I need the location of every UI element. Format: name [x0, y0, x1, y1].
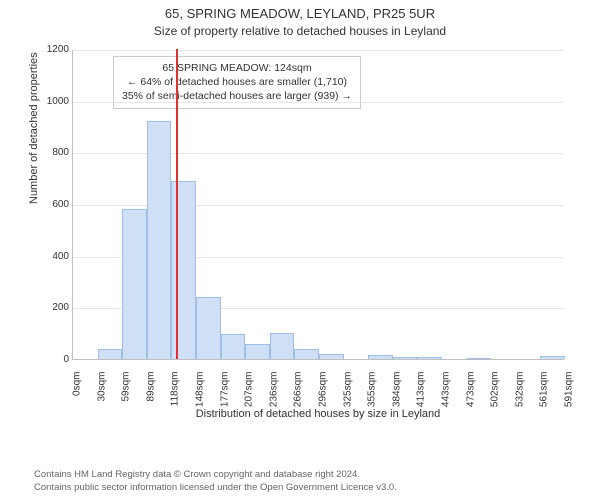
reference-line [176, 49, 178, 359]
histogram-bar [122, 209, 147, 359]
annotation-line1: 65 SPRING MEADOW: 124sqm [122, 61, 352, 75]
histogram-bar [417, 357, 442, 359]
histogram-bar [221, 334, 246, 359]
histogram-bar [294, 349, 319, 359]
y-axis-label: Number of detached properties [28, 52, 40, 204]
y-tick: 600 [39, 199, 69, 210]
y-tick: 0 [39, 354, 69, 365]
histogram-bar [368, 355, 393, 359]
histogram-bar [245, 344, 270, 360]
footer-line2: Contains public sector information licen… [34, 482, 397, 494]
x-axis-label: Distribution of detached houses by size … [72, 408, 564, 420]
x-tick: 591sqm [564, 372, 575, 420]
histogram-bar [393, 357, 418, 359]
histogram-bar [319, 354, 344, 359]
histogram-bar [467, 358, 492, 359]
plot-area: 65 SPRING MEADOW: 124sqm ← 64% of detach… [72, 50, 564, 360]
histogram-bar [98, 349, 123, 359]
page-subtitle: Size of property relative to detached ho… [0, 24, 600, 39]
gridline [73, 102, 564, 103]
y-tick: 1000 [39, 96, 69, 107]
histogram-bar [147, 121, 172, 359]
y-tick: 1200 [39, 44, 69, 55]
page-title: 65, SPRING MEADOW, LEYLAND, PR25 5UR [0, 6, 600, 22]
y-tick: 800 [39, 147, 69, 158]
histogram-bar [540, 356, 565, 359]
annotation-box: 65 SPRING MEADOW: 124sqm ← 64% of detach… [113, 56, 361, 109]
y-tick: 200 [39, 302, 69, 313]
histogram-chart: Number of detached properties 65 SPRING … [34, 44, 574, 404]
histogram-bar [171, 181, 196, 359]
footer-line1: Contains HM Land Registry data © Crown c… [34, 469, 397, 481]
footer: Contains HM Land Registry data © Crown c… [34, 469, 397, 494]
annotation-line2: ← 64% of detached houses are smaller (1,… [122, 75, 352, 89]
histogram-bar [196, 297, 221, 359]
histogram-bar [270, 333, 295, 359]
y-tick: 400 [39, 251, 69, 262]
gridline [73, 50, 564, 51]
